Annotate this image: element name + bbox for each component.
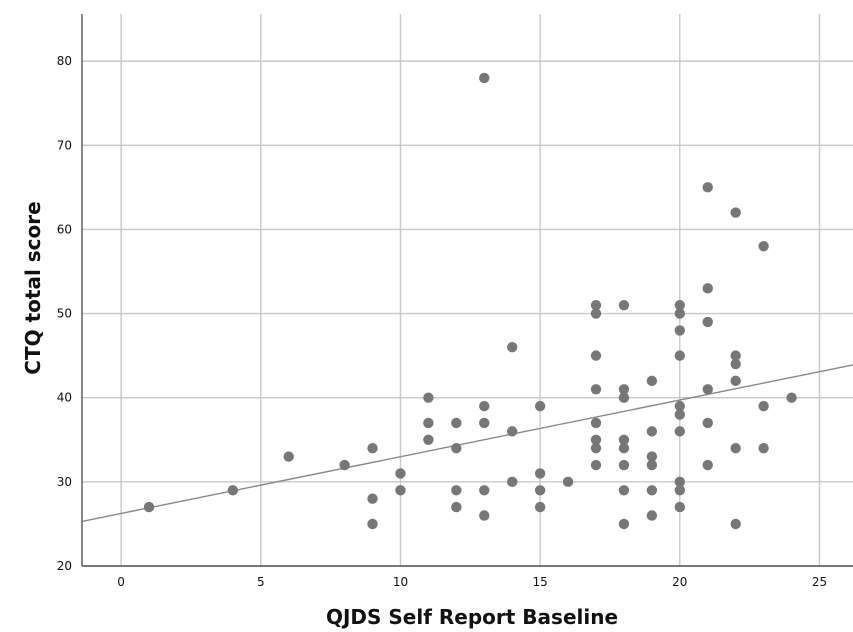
- data-point: [674, 426, 686, 437]
- fit-line: [81, 364, 853, 523]
- data-point: [479, 72, 490, 84]
- data-point: [674, 299, 686, 311]
- data-point: [479, 485, 490, 496]
- data-point: [730, 442, 741, 454]
- x-tick-label: 20: [672, 575, 687, 589]
- data-point: [730, 207, 741, 218]
- data-point: [674, 501, 686, 513]
- data-point: [618, 384, 630, 395]
- y-axis-title: CTQ total score: [21, 201, 45, 374]
- y-tick-label: 50: [57, 307, 72, 321]
- data-point: [395, 485, 406, 496]
- data-point: [423, 417, 434, 429]
- data-point: [646, 510, 658, 521]
- data-point: [786, 392, 797, 403]
- data-point: [674, 325, 686, 336]
- data-point: [674, 350, 686, 361]
- data-point: [534, 468, 546, 479]
- data-point: [730, 518, 741, 530]
- data-point: [702, 384, 713, 395]
- plot-axes: [81, 14, 853, 567]
- tick-labels: 0 5 10 15 20 25 20 30 40 50 60 70 80: [57, 54, 827, 589]
- data-point: [702, 182, 713, 193]
- data-point: [758, 400, 769, 412]
- data-point: [590, 442, 602, 454]
- data-point: [702, 459, 713, 471]
- data-point: [395, 468, 406, 479]
- data-point: [646, 459, 658, 471]
- data-point: [506, 476, 518, 488]
- data-point: [534, 400, 546, 412]
- data-point: [618, 434, 630, 445]
- x-tick-label: 0: [117, 575, 125, 589]
- x-tick-label: 5: [257, 575, 265, 589]
- data-point: [451, 442, 462, 454]
- data-point: [758, 442, 769, 454]
- data-point: [479, 400, 490, 412]
- data-point: [702, 417, 713, 429]
- y-tick-label: 70: [57, 138, 72, 152]
- data-point: [367, 442, 378, 454]
- data-point: [423, 392, 434, 403]
- data-point: [702, 316, 713, 328]
- data-point: [758, 241, 769, 252]
- data-point: [674, 400, 686, 412]
- data-point: [367, 493, 378, 504]
- data-point: [451, 417, 462, 429]
- data-point: [339, 459, 350, 471]
- data-point: [590, 308, 602, 319]
- fit-line-group: [81, 364, 853, 523]
- data-point: [534, 485, 546, 496]
- data-point: [646, 485, 658, 496]
- data-point: [618, 442, 630, 454]
- data-point: [646, 426, 658, 437]
- data-point: [730, 350, 741, 361]
- data-point: [143, 501, 155, 513]
- data-point: [646, 451, 658, 462]
- data-point: [618, 392, 630, 403]
- data-point: [646, 375, 658, 387]
- data-point: [590, 434, 602, 445]
- x-axis-title: QJDS Self Report Baseline: [326, 605, 618, 629]
- y-tick-label: 40: [57, 391, 72, 405]
- data-point: [283, 451, 294, 462]
- data-point: [479, 510, 490, 521]
- data-point: [730, 375, 741, 387]
- grid-lines: [82, 14, 853, 567]
- data-point: [534, 501, 546, 513]
- data-point: [674, 476, 686, 488]
- data-point: [618, 485, 630, 496]
- x-tick-label: 25: [812, 575, 827, 589]
- data-point: [562, 476, 574, 488]
- data-points: [143, 72, 797, 530]
- data-point: [479, 417, 490, 429]
- data-point: [451, 485, 462, 496]
- data-point: [590, 459, 602, 471]
- data-point: [590, 417, 602, 429]
- data-point: [730, 358, 741, 370]
- x-tick-label: 15: [532, 575, 547, 589]
- data-point: [227, 485, 239, 496]
- y-tick-label: 20: [57, 559, 72, 573]
- data-point: [674, 308, 686, 319]
- data-point: [506, 426, 518, 437]
- data-point: [618, 459, 630, 471]
- y-tick-label: 30: [57, 475, 72, 489]
- data-point: [590, 299, 602, 311]
- y-tick-label: 60: [57, 222, 72, 236]
- data-point: [702, 283, 713, 294]
- data-point: [451, 501, 462, 513]
- data-point: [674, 409, 686, 420]
- data-point: [618, 299, 630, 311]
- data-point: [674, 485, 686, 496]
- x-tick-label: 10: [393, 575, 408, 589]
- data-point: [590, 350, 602, 361]
- data-point: [590, 384, 602, 395]
- data-point: [506, 342, 518, 353]
- y-tick-label: 80: [57, 54, 72, 68]
- data-point: [618, 518, 630, 530]
- data-point: [367, 518, 378, 530]
- data-point: [423, 434, 434, 445]
